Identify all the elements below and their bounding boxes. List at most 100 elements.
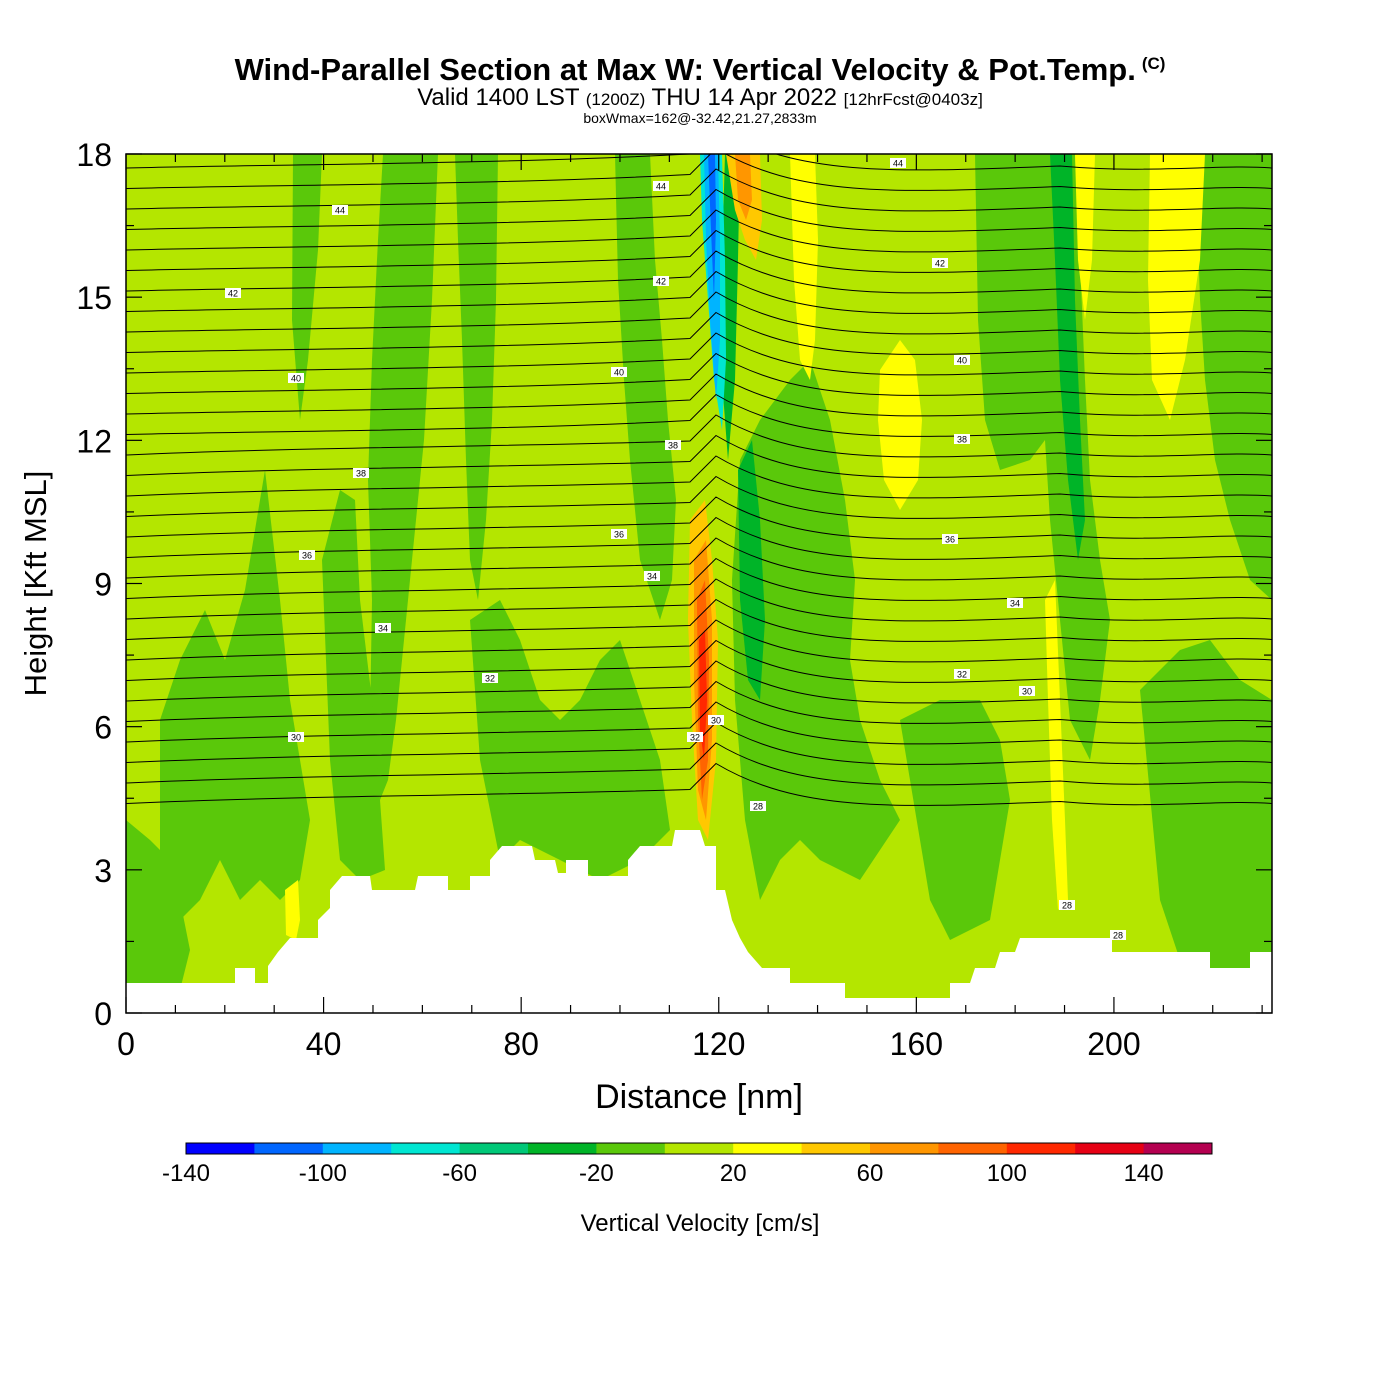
velocity-region: [900, 700, 1010, 940]
theta-contour-line: [126, 270, 1272, 314]
theta-contour-line: [126, 680, 1272, 724]
theta-contour-line: [126, 557, 1272, 601]
theta-contour-line: [126, 414, 1272, 458]
velocity-region: [285, 880, 300, 940]
colorbar-swatch: [801, 1143, 871, 1154]
theta-contour-line: [126, 516, 1272, 560]
contour-label-bg: [750, 801, 766, 811]
colorbar-swatch: [870, 1143, 939, 1154]
theta-contour-line: [126, 742, 1272, 786]
contour-label-bg: [332, 205, 348, 215]
colorbar-swatch: [664, 1143, 734, 1154]
theta-contour-line: [126, 619, 1272, 663]
theta-contour-line: [126, 311, 1272, 355]
theta-contour-line: [126, 154, 1272, 171]
colorbar-tick-label: -60: [442, 1160, 477, 1187]
contour-label-bg: [687, 732, 703, 742]
velocity-region: [1050, 154, 1085, 560]
contour-label-bg: [1007, 598, 1023, 608]
y-tick-label: 0: [94, 996, 112, 1032]
colorbar-swatch: [1143, 1143, 1213, 1154]
x-tick-label: 200: [1087, 1026, 1140, 1062]
contour-label-bg: [932, 258, 948, 268]
contour-label: 28: [753, 802, 763, 812]
contour-label: 32: [690, 733, 700, 743]
contour-label: 38: [356, 469, 366, 479]
contour-label: 34: [647, 572, 657, 582]
contour-label-bg: [375, 623, 391, 633]
contour-label: 44: [656, 182, 666, 192]
velocity-region: [126, 820, 190, 990]
colorbar-tick-label: -100: [299, 1160, 347, 1187]
theta-contour-line: [126, 598, 1272, 642]
velocity-region: [708, 154, 716, 300]
theta-contour-line: [126, 154, 1272, 191]
x-tick-label: 0: [117, 1026, 135, 1062]
contour-label-bg: [1019, 686, 1035, 696]
velocity-region: [722, 154, 740, 460]
contour-label: 36: [302, 551, 312, 561]
colorbar-swatch: [596, 1143, 666, 1154]
velocity-region: [292, 154, 322, 420]
colorbar-tick-label: -20: [579, 1160, 614, 1187]
contour-label-bg: [954, 669, 970, 679]
contour-label: 38: [957, 435, 967, 445]
colorbar-swatch: [1075, 1143, 1145, 1154]
theta-contour-line: [126, 209, 1272, 253]
colorbar-swatch: [391, 1143, 461, 1154]
theta-contour-line: [126, 639, 1272, 683]
y-tick-label: 12: [76, 423, 112, 459]
theta-contour-line: [126, 762, 1272, 806]
contour-label: 38: [668, 441, 678, 451]
contour-label-bg: [611, 529, 627, 539]
contour-label-bg: [1059, 900, 1075, 910]
contour-label: 30: [291, 733, 301, 743]
velocity-region: [1140, 640, 1272, 1013]
terrain-mask: [126, 830, 1272, 1013]
velocity-region: [735, 154, 752, 220]
contour-label-bg: [288, 373, 304, 383]
colorbar-swatch: [186, 1143, 255, 1154]
theta-contour-line: [126, 332, 1272, 376]
contour-label: 40: [957, 356, 967, 366]
colorbar-tick-label: 100: [987, 1160, 1027, 1187]
colorbar-swatch: [733, 1143, 803, 1154]
y-tick-label: 18: [76, 137, 112, 173]
colorbar-swatch: [1006, 1143, 1076, 1154]
contour-label: 32: [485, 674, 495, 684]
velocity-region: [322, 490, 385, 880]
contour-label: 32: [957, 670, 967, 680]
contour-label-bg: [954, 355, 970, 365]
chart-info-line: boxWmax=162@-32.42,21.27,2833m: [583, 110, 817, 126]
contour-label-bg: [482, 673, 498, 683]
theta-contour-line: [126, 373, 1272, 417]
contour-label: 28: [1062, 901, 1072, 911]
colorbar-swatch: [528, 1143, 597, 1154]
colorbar-tick-label: 20: [720, 1160, 747, 1187]
chart-title: Wind-Parallel Section at Max W: Vertical…: [234, 52, 1166, 87]
velocity-region: [1075, 154, 1095, 320]
contour-label-bg: [665, 440, 681, 450]
theta-contour-line: [126, 291, 1272, 335]
theta-contour-line: [126, 188, 1272, 232]
colorbar-swatch: [938, 1143, 1008, 1154]
theta-contours: [126, 154, 1272, 806]
contour-label: 44: [335, 206, 345, 216]
x-tick-label: 120: [692, 1026, 745, 1062]
contour-label: 34: [378, 624, 388, 634]
theta-contour-line: [126, 455, 1272, 499]
colorbar-label: Vertical Velocity [cm/s]: [580, 1210, 820, 1237]
contour-label: 34: [1010, 599, 1020, 609]
contour-label: 40: [614, 368, 624, 378]
theta-contour-line: [126, 537, 1272, 581]
velocity-region: [790, 154, 818, 380]
colorbar-swatch: [254, 1143, 324, 1154]
velocity-region: [704, 154, 720, 400]
y-tick-label: 9: [94, 567, 112, 603]
theta-contour-line: [126, 434, 1272, 478]
theta-contour-line: [126, 578, 1272, 622]
theta-contour-line: [126, 496, 1272, 540]
contour-label-bg: [954, 434, 970, 444]
contour-label: 36: [945, 535, 955, 545]
